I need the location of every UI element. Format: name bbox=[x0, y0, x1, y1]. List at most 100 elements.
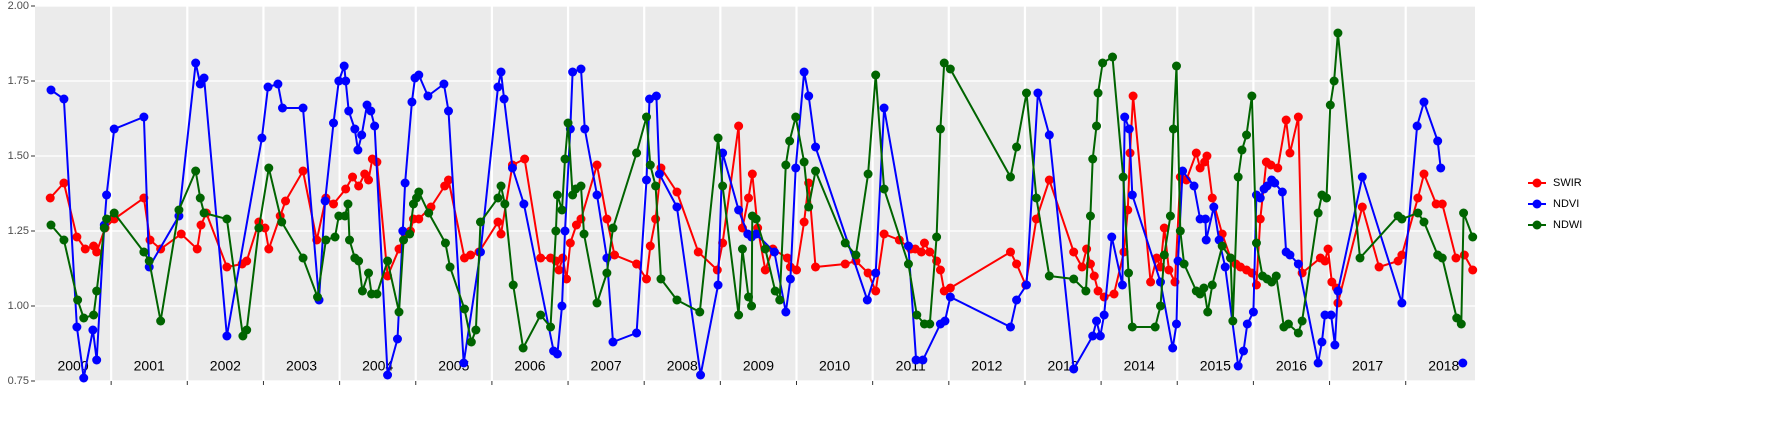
data-point bbox=[493, 82, 503, 92]
data-point bbox=[1069, 274, 1079, 284]
data-point bbox=[520, 154, 530, 164]
data-point bbox=[99, 223, 109, 233]
data-point bbox=[92, 286, 102, 296]
data-point bbox=[712, 265, 722, 275]
data-point bbox=[196, 220, 206, 230]
data-point bbox=[1189, 181, 1199, 191]
data-point bbox=[1150, 322, 1160, 332]
data-point bbox=[1228, 316, 1238, 326]
data-point bbox=[751, 214, 761, 224]
data-point bbox=[939, 58, 949, 68]
data-point bbox=[1233, 361, 1243, 371]
data-point bbox=[139, 193, 149, 203]
data-point bbox=[475, 217, 485, 227]
data-point bbox=[785, 274, 795, 284]
data-point bbox=[734, 310, 744, 320]
data-point bbox=[1277, 187, 1287, 197]
data-point bbox=[1270, 178, 1280, 188]
data-point bbox=[1012, 259, 1022, 269]
y-tick-label: 1.25 bbox=[8, 225, 29, 237]
data-point bbox=[1099, 292, 1109, 302]
data-point bbox=[366, 106, 376, 116]
data-point bbox=[916, 247, 926, 257]
data-point bbox=[641, 175, 651, 185]
data-point bbox=[1413, 193, 1423, 203]
data-point bbox=[912, 310, 922, 320]
data-point bbox=[222, 331, 232, 341]
data-point bbox=[879, 229, 889, 239]
data-point bbox=[1155, 301, 1165, 311]
data-point bbox=[1374, 262, 1384, 272]
data-point bbox=[242, 256, 252, 266]
data-point bbox=[334, 76, 344, 86]
data-point bbox=[242, 325, 252, 335]
data-point bbox=[932, 256, 942, 266]
data-point bbox=[811, 262, 821, 272]
data-point bbox=[871, 286, 881, 296]
data-point bbox=[1044, 130, 1054, 140]
data-point bbox=[1333, 28, 1343, 38]
data-point bbox=[645, 160, 655, 170]
data-point bbox=[222, 262, 232, 272]
data-point bbox=[353, 145, 363, 155]
data-point bbox=[1419, 97, 1429, 107]
data-point bbox=[935, 265, 945, 275]
data-point bbox=[46, 220, 56, 230]
data-point bbox=[602, 268, 612, 278]
data-point bbox=[1293, 259, 1303, 269]
data-point bbox=[329, 199, 339, 209]
data-point bbox=[1201, 235, 1211, 245]
data-point bbox=[1255, 214, 1265, 224]
data-point bbox=[919, 238, 929, 248]
data-point bbox=[871, 268, 881, 278]
data-point bbox=[558, 253, 568, 263]
data-point bbox=[1179, 259, 1189, 269]
data-point bbox=[1155, 277, 1165, 287]
data-point bbox=[1242, 319, 1252, 329]
data-point bbox=[1171, 61, 1181, 71]
data-point bbox=[354, 181, 364, 191]
data-point bbox=[277, 217, 287, 227]
data-point bbox=[339, 61, 349, 71]
data-point bbox=[769, 247, 779, 257]
data-point bbox=[632, 328, 642, 338]
data-point bbox=[1005, 247, 1015, 257]
year-label: 2001 bbox=[134, 358, 165, 374]
data-point bbox=[1175, 226, 1185, 236]
data-point bbox=[1285, 148, 1295, 158]
data-point bbox=[1202, 151, 1212, 161]
data-point bbox=[1085, 211, 1095, 221]
data-point bbox=[364, 175, 374, 185]
data-point bbox=[392, 334, 402, 344]
legend-key-point bbox=[1532, 178, 1542, 188]
data-point bbox=[775, 295, 785, 305]
data-point bbox=[156, 316, 166, 326]
data-point bbox=[562, 274, 572, 284]
data-point bbox=[1458, 358, 1468, 368]
data-point bbox=[254, 223, 264, 233]
data-point bbox=[1468, 232, 1478, 242]
data-point bbox=[804, 91, 814, 101]
data-point bbox=[1191, 148, 1201, 158]
data-point bbox=[734, 205, 744, 215]
data-point bbox=[1326, 310, 1336, 320]
data-point bbox=[1433, 136, 1443, 146]
data-point bbox=[72, 322, 82, 332]
data-point bbox=[641, 112, 651, 122]
data-point bbox=[508, 280, 518, 290]
data-point bbox=[1092, 121, 1102, 131]
data-point bbox=[1146, 277, 1156, 287]
data-point bbox=[89, 310, 99, 320]
data-point bbox=[1322, 193, 1332, 203]
data-point bbox=[1209, 202, 1219, 212]
data-point bbox=[932, 232, 942, 242]
data-point bbox=[192, 244, 202, 254]
data-point bbox=[1164, 265, 1174, 275]
data-point bbox=[102, 190, 112, 200]
data-point bbox=[770, 286, 780, 296]
data-point bbox=[440, 238, 450, 248]
year-label: 2012 bbox=[971, 358, 1002, 374]
data-point bbox=[1069, 364, 1079, 374]
data-point bbox=[557, 301, 567, 311]
data-point bbox=[79, 373, 89, 383]
